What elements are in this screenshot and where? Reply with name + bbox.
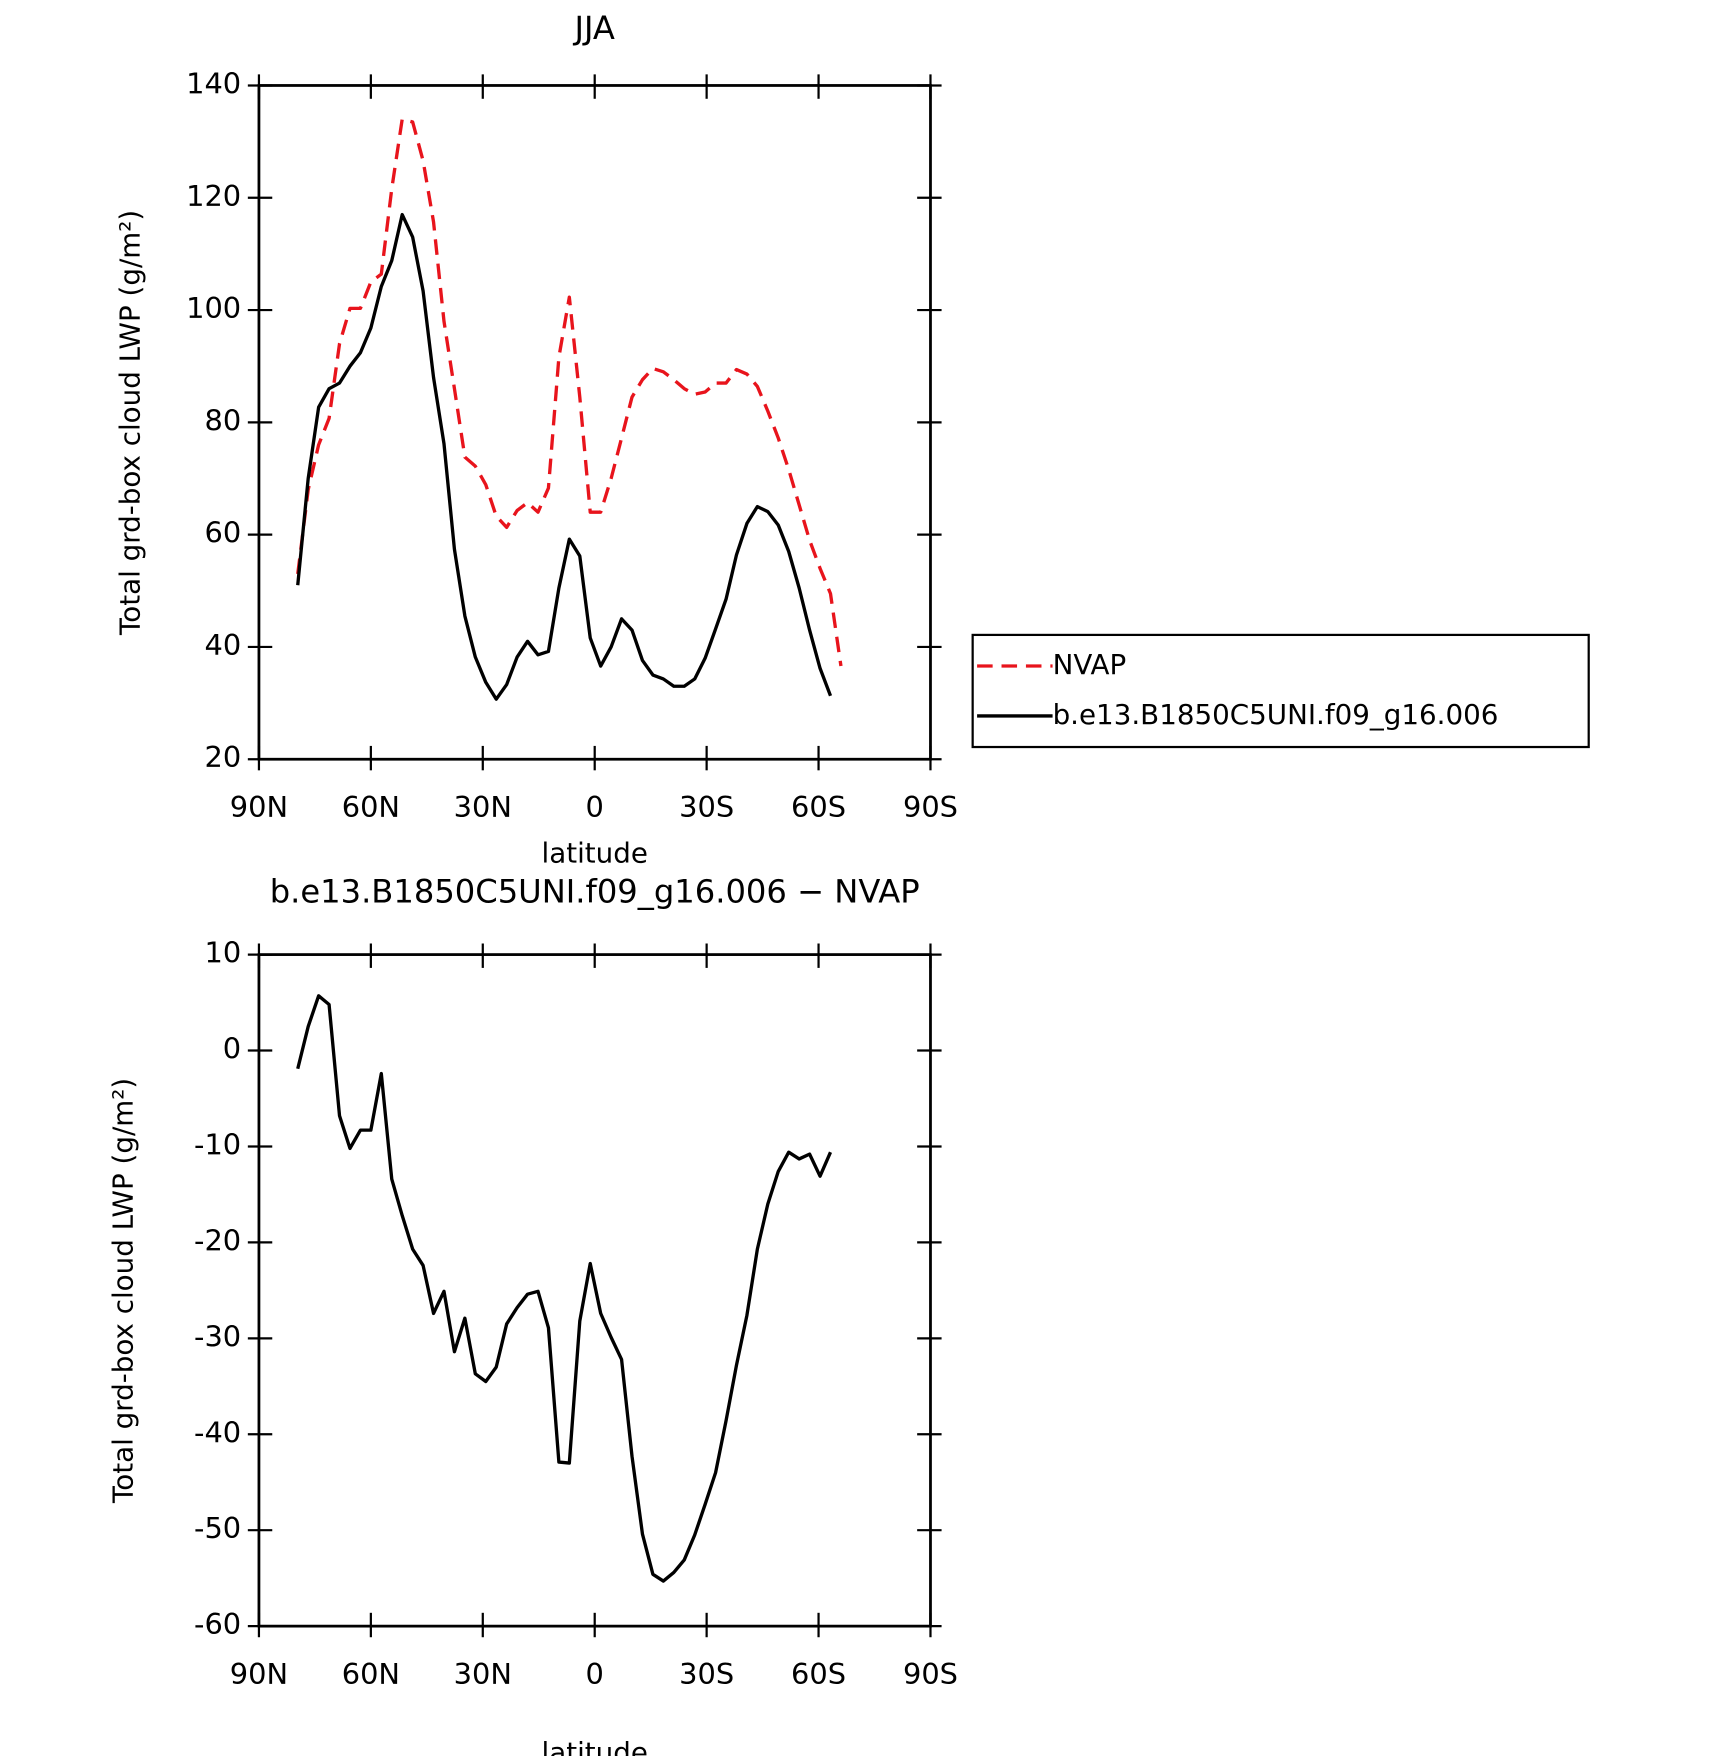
plot-frame <box>257 84 932 761</box>
y-tick-label: 100 <box>186 291 241 325</box>
chart-title: b.e13.B1850C5UNI.f09_g16.006 − NVAP <box>270 873 920 911</box>
chart-title: JJA <box>572 9 614 47</box>
y-tick-label: -30 <box>194 1319 241 1353</box>
x-tick-label: 0 <box>586 1657 604 1691</box>
x-tick-label: 60N <box>342 1657 400 1691</box>
y-tick-label: -20 <box>194 1223 241 1257</box>
data-line <box>296 117 843 667</box>
y-tick-label: 0 <box>223 1032 241 1066</box>
y-axis-label: Total grd-box cloud LWP (g/m²) <box>107 1078 140 1504</box>
y-tick-label: 10 <box>204 936 241 970</box>
legend-label: b.e13.B1850C5UNI.f09_g16.006 <box>1053 698 1499 731</box>
x-tick-label: 90S <box>903 1657 958 1691</box>
x-axis-label: latitude <box>542 1736 648 1756</box>
legend-label: NVAP <box>1053 648 1127 681</box>
y-tick-label: 60 <box>204 516 241 550</box>
y-tick-label: -60 <box>194 1607 241 1641</box>
data-line <box>296 212 833 701</box>
legend-box <box>971 633 1590 749</box>
x-tick-label: 0 <box>586 790 604 824</box>
x-tick-label: 60S <box>791 790 846 824</box>
y-tick-label: 140 <box>186 66 241 100</box>
y-tick-label: -50 <box>194 1511 241 1545</box>
x-tick-label: 30S <box>679 790 734 824</box>
y-tick-label: 120 <box>186 179 241 213</box>
y-axis-label: Total grd-box cloud LWP (g/m²) <box>113 210 146 636</box>
x-tick-label: 30N <box>454 790 512 824</box>
x-tick-label: 30N <box>454 1657 512 1691</box>
x-tick-label: 60S <box>791 1657 846 1691</box>
y-tick-label: -40 <box>194 1415 241 1449</box>
x-tick-label: 30S <box>679 1657 734 1691</box>
legend: NVAP b.e13.B1850C5UNI.f09_g16.006 <box>971 633 1590 749</box>
data-line <box>296 994 833 1583</box>
y-tick-label: -10 <box>194 1127 241 1161</box>
x-tick-label: 90N <box>230 790 288 824</box>
y-tick-label: 80 <box>204 403 241 437</box>
x-tick-label: 90S <box>903 790 958 824</box>
x-tick-label: 90N <box>230 1657 288 1691</box>
y-tick-label: 20 <box>204 740 241 774</box>
x-axis-label: latitude <box>542 837 648 870</box>
x-tick-label: 60N <box>342 790 400 824</box>
y-tick-label: 40 <box>204 628 241 662</box>
